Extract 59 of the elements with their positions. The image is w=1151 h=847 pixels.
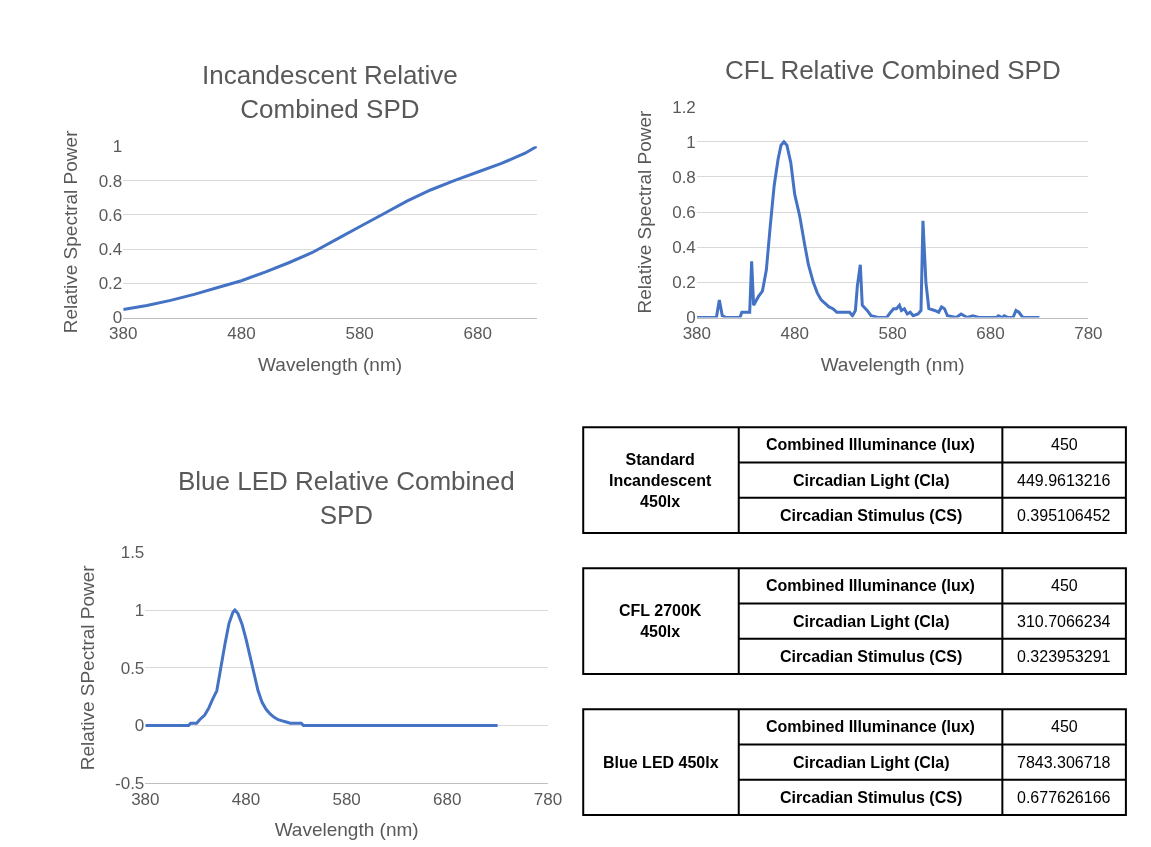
y-tick-label: 1	[686, 132, 696, 152]
x-tick-label: 580	[345, 323, 374, 343]
text: 0.395106452	[1017, 507, 1111, 524]
y-tick-label: 0	[134, 716, 145, 736]
y-tick-label: 1.5	[120, 543, 145, 563]
y-tick-label: 0.8	[98, 171, 123, 191]
y-tick-label: 0.6	[672, 202, 696, 222]
x-tick-label: 680	[976, 323, 1005, 343]
x-tick-label: 580	[878, 323, 907, 343]
y-tick-label: 0.4	[98, 239, 123, 259]
y-tick-label: 0.8	[672, 167, 696, 187]
y-axis-title: Relative Spectral Power	[634, 109, 656, 314]
line-series	[696, 140, 1041, 318]
y-axis-title: Relative Spectral Power	[60, 129, 82, 334]
text: 450	[1051, 577, 1078, 594]
text: Circadian Light (Cla)	[793, 613, 950, 630]
x-tick-label: 480	[780, 323, 809, 343]
x-tick-label: 780	[533, 789, 563, 809]
chart-title: CFL Relative Combined SPD	[725, 55, 1061, 85]
x-tick-label: 480	[227, 323, 256, 343]
chart-title: Blue LED Relative Combined SPD	[178, 466, 515, 530]
line-series	[123, 146, 537, 311]
x-axis-title: Wavelength (nm)	[258, 353, 403, 375]
text: Blue LED 450lx	[603, 754, 719, 771]
x-tick-label: 680	[433, 789, 462, 809]
x-tick-label: 780	[1074, 323, 1103, 343]
y-tick-label: 1	[112, 137, 123, 157]
x-axis-title: Wavelength (nm)	[274, 819, 419, 841]
y-tick-label: 0.4	[672, 238, 696, 258]
text: Standard Incandescent 450lx	[609, 451, 712, 510]
x-tick-label: 480	[231, 789, 261, 809]
y-tick-label: 0.6	[98, 205, 123, 225]
y-tick-label: 1	[134, 600, 145, 620]
text: Circadian Stimulus (CS)	[780, 507, 963, 524]
text: 0.677626166	[1017, 789, 1111, 806]
text: 0.323953291	[1017, 648, 1111, 665]
y-tick-label: 1.2	[672, 97, 696, 117]
text: 450	[1051, 436, 1078, 453]
text: Circadian Stimulus (CS)	[780, 789, 963, 806]
text: 7843.306718	[1017, 754, 1111, 771]
text: 450	[1051, 718, 1078, 735]
x-axis-title: Wavelength (nm)	[820, 353, 965, 375]
text: 310.7066234	[1017, 613, 1111, 630]
text: Combined Illuminance (lux)	[766, 436, 975, 453]
chart-title: Incandescent Relative Combined SPD	[202, 60, 458, 124]
text: Combined Illuminance (lux)	[766, 718, 975, 735]
text: CFL 2700K 450lx	[619, 602, 702, 640]
text: Circadian Light (Cla)	[793, 754, 950, 771]
text: Combined Illuminance (lux)	[766, 577, 975, 594]
text: 449.9613216	[1017, 472, 1111, 489]
x-tick-label: 680	[463, 323, 492, 343]
y-axis-title: Relative SPectral Power	[76, 564, 98, 771]
y-tick-label: 0.5	[120, 658, 145, 678]
text: Circadian Stimulus (CS)	[780, 648, 963, 665]
x-tick-label: 580	[332, 789, 361, 809]
text: Circadian Light (Cla)	[793, 472, 950, 489]
line-series	[145, 608, 500, 727]
y-tick-label: 0.2	[672, 273, 696, 293]
y-tick-label: 0.2	[98, 274, 123, 294]
